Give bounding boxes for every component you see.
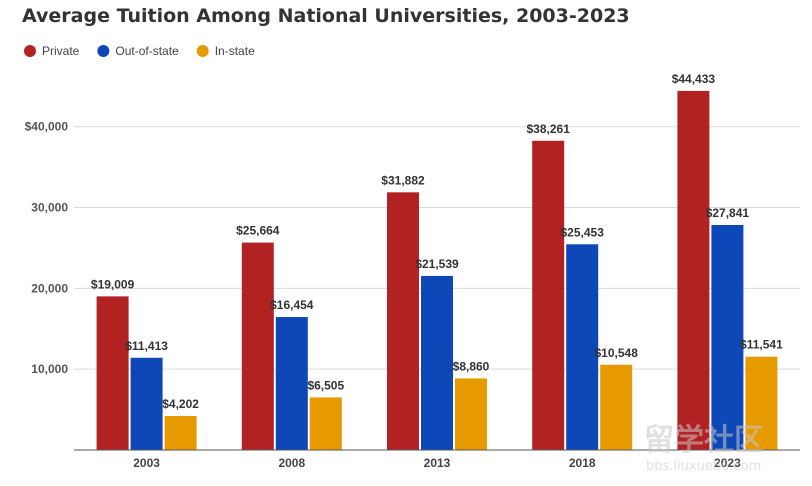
bar-out-of-state-2008 [275,317,308,450]
x-tick-label: 2013 [424,456,451,470]
bar-out-of-state-2003 [130,357,163,450]
data-label: $4,202 [162,397,199,411]
data-label: $21,539 [415,257,459,271]
bar-private-2003 [96,296,129,450]
bar-private-2023 [677,90,710,450]
x-tick-label: 2018 [569,456,596,470]
y-tick-label: 10,000 [31,362,68,376]
legend-swatch-2 [196,45,209,57]
bar-in-state-2013 [455,378,487,450]
legend: Private Out-of-state In-state [24,44,255,58]
x-tick-label: 2023 [714,456,741,470]
bar-out-of-state-2013 [421,275,453,450]
data-label: $19,009 [91,277,135,291]
watermark-text: 留学社区 [644,423,764,458]
bar-out-of-state-2023 [711,224,744,450]
data-label: $6,505 [307,378,344,392]
data-label: $11,541 [740,338,783,352]
data-label: $25,453 [561,225,605,239]
data-label: $44,433 [672,72,716,86]
data-label: $8,860 [453,359,490,373]
x-axis: 2003 2008 2013 2018 2023 [133,456,741,470]
y-tick-label: 30,000 [31,201,68,215]
data-label: $27,841 [706,206,750,220]
y-tick-label: $40,000 [25,120,69,134]
x-tick-label: 2003 [133,456,160,470]
data-label: $38,261 [527,122,571,136]
legend-swatch-0 [24,45,36,57]
data-label: $25,664 [236,224,280,238]
legend-label-2: In-state [215,44,255,58]
chart-title: Average Tuition Among National Universit… [22,5,630,27]
data-labels: $19,009 $11,413 $4,202 $25,664 $16,454 $6,505… [91,72,783,411]
x-tick-label: 2008 [278,456,305,470]
bar-private-2013 [387,192,419,451]
data-label: $31,882 [381,173,425,187]
legend-label-0: Private [42,44,80,58]
bar-in-state-2018 [600,364,633,450]
bar-private-2008 [241,242,274,450]
y-axis: 10,000 20,000 30,000 $40,000 [25,120,69,376]
data-label: $11,413 [125,339,168,353]
legend-swatch-1 [97,45,110,57]
data-label: $10,548 [595,346,639,360]
bar-private-2018 [532,140,565,451]
bar-in-state-2003 [164,416,197,450]
watermark-subtext: bbs.liuxue86.com [646,459,761,474]
bars [96,90,778,451]
watermark-logo: 留学社区 bbs.liuxue86.com [644,423,764,474]
bar-in-state-2023 [745,356,778,450]
y-tick-label: 20,000 [31,281,68,295]
data-label: $16,454 [270,298,314,312]
bar-out-of-state-2018 [566,244,599,450]
bar-in-state-2008 [309,397,342,450]
legend-label-1: Out-of-state [115,44,179,58]
